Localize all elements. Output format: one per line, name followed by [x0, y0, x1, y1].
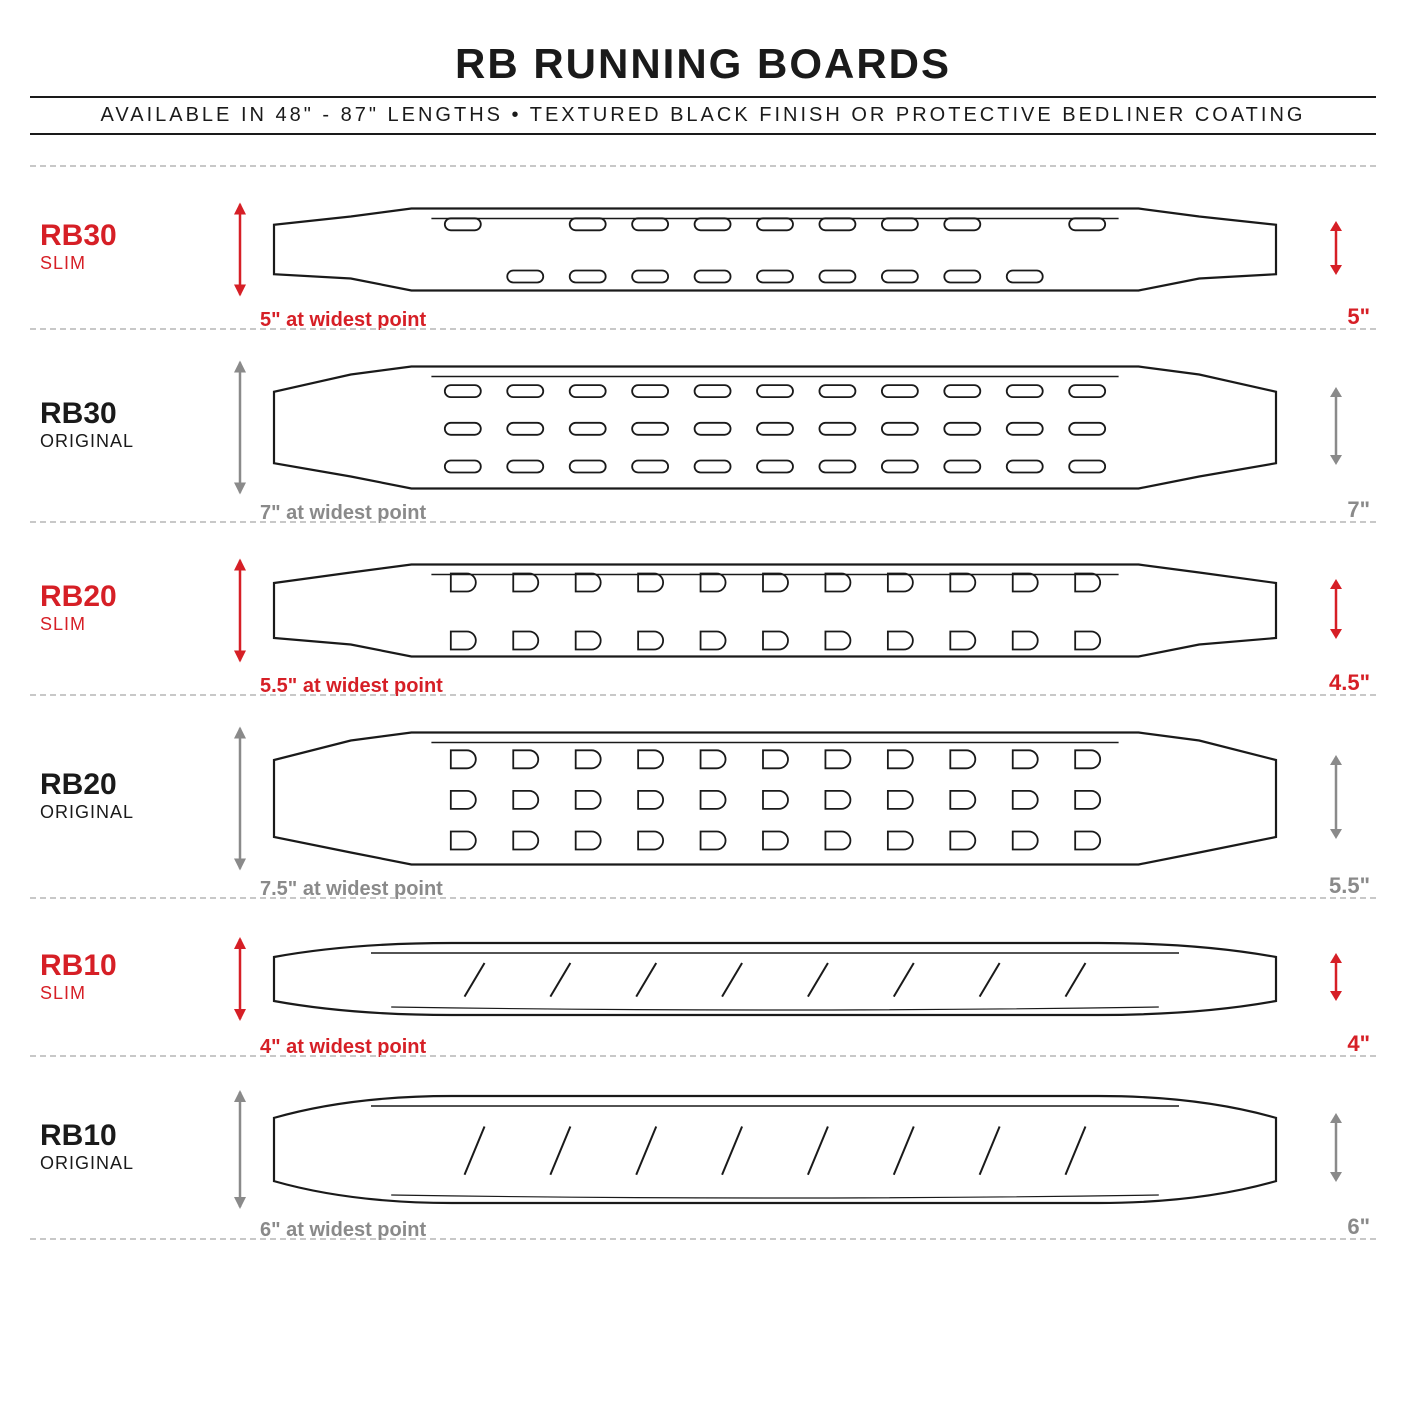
subtitle: AVAILABLE IN 48" - 87" LENGTHS • TEXTURE… [30, 104, 1376, 127]
widest-caption: 6" at widest point [260, 1219, 426, 1242]
end-arrow-icon [1326, 221, 1346, 275]
end-width-col: 5" [1296, 167, 1376, 328]
board-diagram [210, 899, 1296, 1055]
end-width-col: 4" [1296, 899, 1376, 1055]
board-diagram [210, 696, 1296, 897]
variant-name: SLIM [40, 253, 86, 274]
label-col: RB30 ORIGINAL [30, 330, 210, 521]
model-name: RB30 [40, 221, 117, 251]
label-col: RB30 SLIM [30, 167, 210, 328]
divider-top [30, 96, 1376, 98]
end-width-value: 7" [1347, 497, 1370, 523]
board-row-rb20-slim: RB20 SLIM 4.5"5.5" at widest point [30, 521, 1376, 696]
boards-container: RB30 SLIM 5"5" at widest pointRB30 ORIGI… [30, 165, 1376, 1240]
end-width-col: 7" [1296, 330, 1376, 521]
width-arrow-icon [234, 937, 246, 1021]
model-name: RB20 [40, 582, 117, 612]
end-arrow-icon [1326, 953, 1346, 1001]
header: RB RUNNING BOARDS [30, 40, 1376, 88]
board-row-rb10-slim: RB10 SLIM 4"4" at widest point [30, 897, 1376, 1057]
model-name: RB20 [40, 770, 117, 800]
board-diagram [210, 330, 1296, 521]
model-name: RB10 [40, 1121, 117, 1151]
width-arrow-icon [234, 559, 246, 663]
end-arrow-icon [1326, 387, 1346, 465]
board-diagram [210, 523, 1296, 694]
label-col: RB20 SLIM [30, 523, 210, 694]
width-arrow-icon [234, 361, 246, 495]
board-row-rb10-orig: RB10 ORIGINAL 6" 6" at widest point [30, 1055, 1376, 1240]
end-width-col: 6" [1296, 1057, 1376, 1238]
variant-name: SLIM [40, 614, 86, 635]
end-arrow-icon [1326, 1113, 1346, 1182]
variant-name: ORIGINAL [40, 802, 134, 823]
board-row-rb30-orig: RB30 ORIGINAL 7"7" at widest point [30, 328, 1376, 523]
end-width-value: 5" [1347, 304, 1370, 330]
end-width-col: 5.5" [1296, 696, 1376, 897]
end-width-col: 4.5" [1296, 523, 1376, 694]
board-row-rb30-slim: RB30 SLIM 5"5" at widest point [30, 165, 1376, 330]
board-diagram [210, 1057, 1296, 1238]
label-col: RB10 SLIM [30, 899, 210, 1055]
width-arrow-icon [234, 203, 246, 297]
end-width-value: 5.5" [1329, 873, 1370, 899]
end-arrow-icon [1326, 579, 1346, 639]
variant-name: ORIGINAL [40, 1153, 134, 1174]
variant-name: ORIGINAL [40, 431, 134, 452]
board-row-rb20-orig: RB20 ORIGINAL 5.5"7.5" at widest point [30, 694, 1376, 899]
end-width-value: 4" [1347, 1031, 1370, 1057]
model-name: RB10 [40, 951, 117, 981]
page-title: RB RUNNING BOARDS [30, 40, 1376, 88]
width-arrow-icon [234, 1090, 246, 1209]
label-col: RB10 ORIGINAL [30, 1057, 210, 1238]
end-width-value: 4.5" [1329, 670, 1370, 696]
end-width-value: 6" [1347, 1214, 1370, 1240]
end-arrow-icon [1326, 755, 1346, 839]
width-arrow-icon [234, 727, 246, 871]
board-diagram [210, 167, 1296, 328]
divider-bottom [30, 133, 1376, 135]
model-name: RB30 [40, 399, 117, 429]
variant-name: SLIM [40, 983, 86, 1004]
label-col: RB20 ORIGINAL [30, 696, 210, 897]
